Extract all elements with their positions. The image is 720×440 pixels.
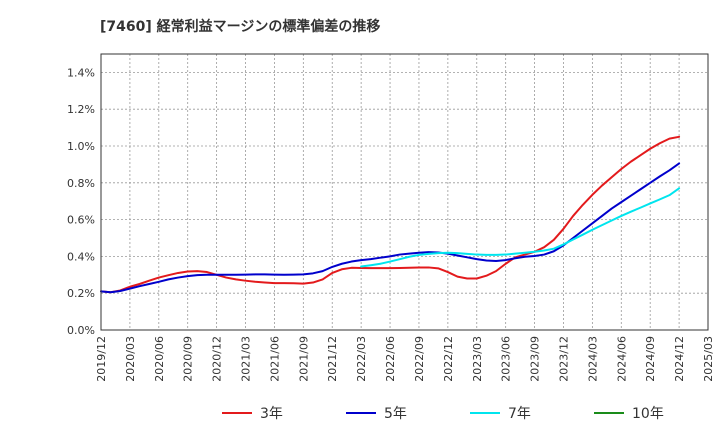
x-tick-label: 2021/03 (240, 336, 253, 382)
y-tick-label: 0.2% (67, 287, 95, 300)
legend: 3年 5年 7年 10年 (222, 406, 664, 422)
x-tick-label: 2022/09 (413, 336, 426, 382)
x-tick-label: 2020/03 (124, 336, 137, 382)
y-tick-label: 0.4% (67, 250, 95, 263)
y-tick-label: 0.8% (67, 177, 95, 190)
x-tick-label: 2023/06 (500, 336, 513, 382)
legend-label: 7年 (508, 406, 531, 422)
plot-frame (100, 53, 709, 331)
legend-label: 5年 (384, 406, 407, 422)
x-tick-label: 2025/03 (702, 336, 715, 382)
x-tick-label: 2024/03 (586, 336, 599, 382)
x-tick-label: 2021/12 (326, 336, 339, 382)
x-tick-label: 2024/06 (615, 336, 628, 382)
y-tick-label: 1.2% (67, 103, 95, 116)
x-tick-label: 2020/09 (182, 336, 195, 382)
x-tick-label: 2024/12 (673, 336, 686, 382)
x-tick-label: 2023/12 (557, 336, 570, 382)
series-layer (100, 135, 681, 294)
series-line-0 (100, 135, 681, 294)
x-tick-label: 2019/12 (95, 336, 108, 382)
x-tick-label: 2022/03 (355, 336, 368, 382)
series-line-2 (360, 187, 681, 268)
x-tick-label: 2021/06 (268, 336, 281, 382)
x-tick-label: 2023/09 (529, 336, 542, 382)
y-tick-label: 0.6% (67, 214, 95, 227)
y-tick-label: 0.0% (67, 324, 95, 337)
x-tick-label: 2024/09 (644, 336, 657, 382)
x-tick-label: 2023/03 (471, 336, 484, 382)
y-axis: 0.0% 0.2% 0.4% 0.6% 0.8% 1.0% 1.2% 1.4% (67, 66, 95, 337)
x-tick-label: 2020/12 (211, 336, 224, 382)
y-tick-label: 1.0% (67, 140, 95, 153)
series-line-1 (100, 162, 681, 294)
x-axis: 2019/12 2020/03 2020/06 2020/09 2020/12 2021/… (95, 336, 715, 382)
grid (100, 54, 709, 331)
x-tick-label: 2020/06 (153, 336, 166, 382)
chart-title: [7460] 経常利益マージンの標準偏差の推移 (100, 18, 380, 35)
legend-label: 10年 (632, 406, 664, 422)
x-tick-label: 2022/12 (442, 336, 455, 382)
y-tick-label: 1.4% (67, 66, 95, 79)
x-tick-label: 2022/06 (384, 336, 397, 382)
x-tick-label: 2021/09 (297, 336, 310, 382)
legend-label: 3年 (260, 406, 283, 422)
